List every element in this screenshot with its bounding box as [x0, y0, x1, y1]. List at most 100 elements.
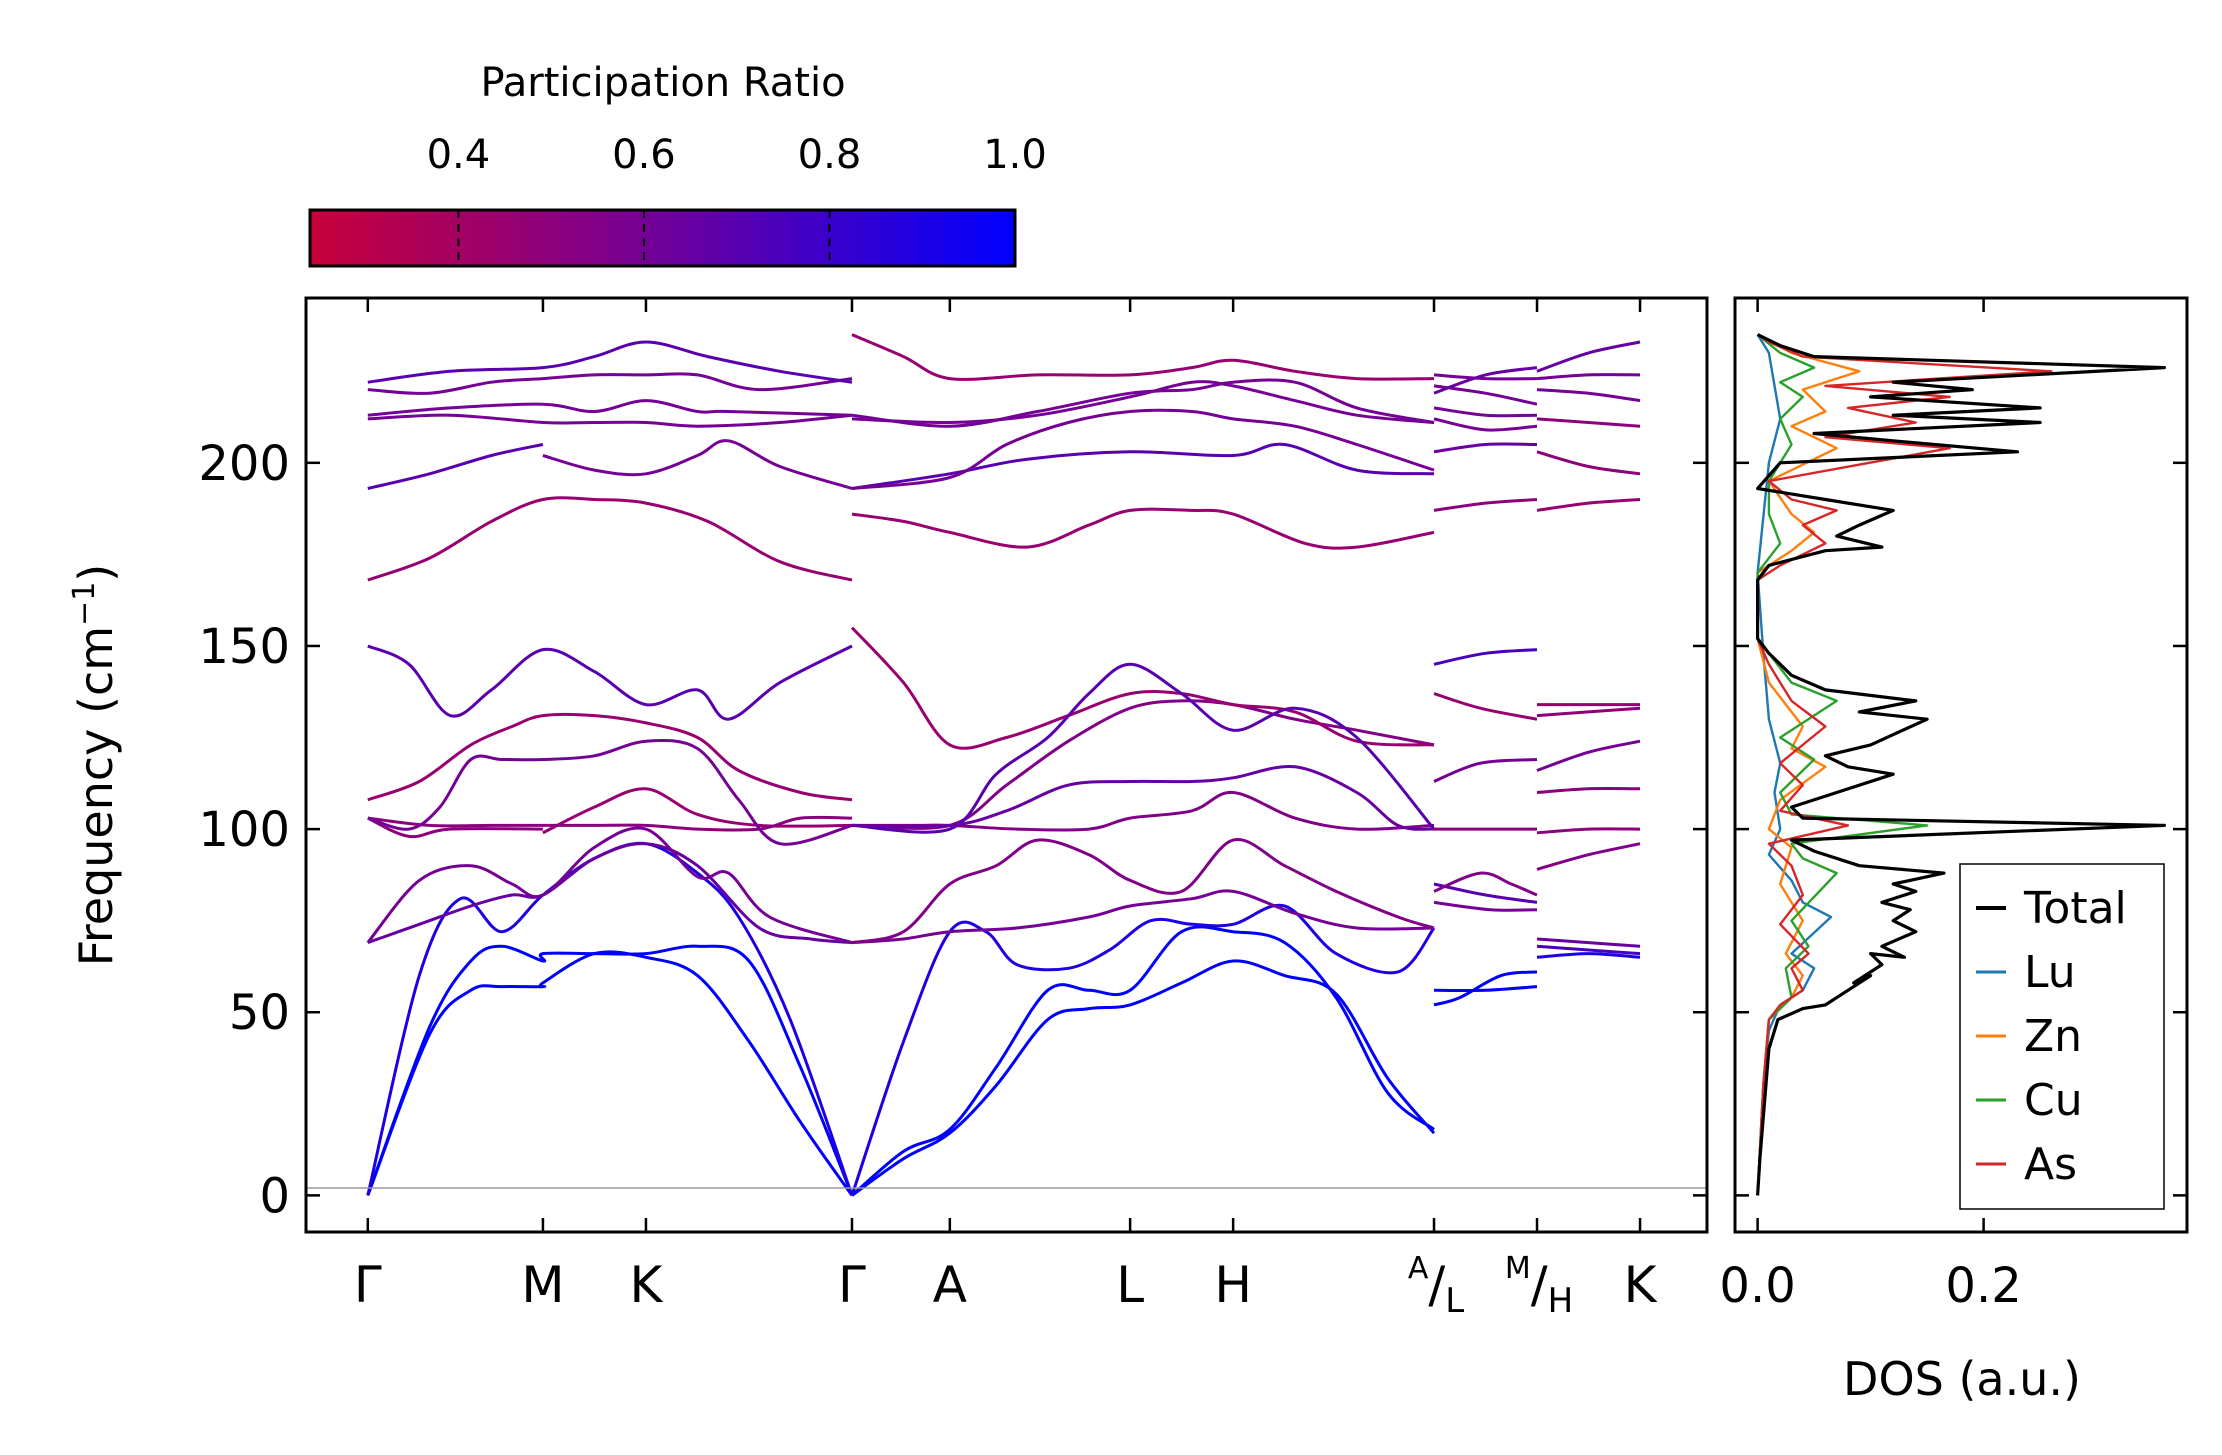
dos-x-tick-label: 0.2: [1945, 1258, 2021, 1314]
band-line-seg1-4: [851, 838, 1435, 945]
y-tick-label: 50: [229, 985, 290, 1041]
y-axis-title-superscript: −1: [67, 582, 102, 626]
band-line-seg2-6: [1433, 758, 1538, 783]
hs-label: H: [1214, 1256, 1252, 1314]
dos-line-as: [1756, 333, 2053, 1196]
band-line-seg1-0: [851, 959, 1436, 1197]
hs-label-slash: /: [1428, 1256, 1445, 1314]
hs-label-sub: L: [1445, 1281, 1464, 1321]
band-line-seg0-7: [367, 815, 853, 832]
band-line-seg0-3: [367, 842, 853, 945]
colorbar-gradient: [308, 208, 1017, 268]
band-line-seg2-0: [1433, 970, 1538, 1007]
band-line-seg2-3: [1433, 871, 1538, 897]
band-line-seg0-13: [542, 439, 853, 490]
band-line-seg2-7: [1433, 692, 1538, 721]
y-tick-label: 200: [198, 436, 290, 492]
band-line-seg1-13: [851, 380, 1435, 425]
band-line-seg2-10: [1433, 442, 1538, 454]
band-line-seg2-9: [1433, 498, 1538, 512]
colorbar: Participation Ratio 0.4 0.6 0.8 1.0: [308, 60, 1047, 268]
band-line-seg3-0: [1536, 952, 1641, 959]
hs-label: A: [933, 1256, 967, 1314]
band-line-seg0-1: [366, 944, 854, 1196]
band-line-seg0-14: [367, 413, 853, 428]
band-line-seg2-8: [1433, 648, 1538, 666]
dos-panel: 0.0 0.2 DOS (a.u.) Total Lu Zn Cu As: [1719, 296, 2189, 1406]
dos-x-tick-label: 0.0: [1719, 1258, 1795, 1314]
band-line-seg1-8: [851, 662, 1436, 834]
band-line-seg3-14: [1536, 340, 1641, 373]
band-line-seg1-10: [851, 507, 1435, 550]
hs-label-combined: A/L: [1408, 1251, 1464, 1321]
band-line-seg0-9: [367, 712, 853, 802]
band-line-seg0-5: [367, 816, 543, 839]
band-line-seg3-3: [1536, 842, 1641, 871]
band-line-seg0-6: [542, 787, 853, 835]
legend-label-cu: Cu: [2024, 1075, 2083, 1126]
y-axis-title: Frequency (cm−1): [67, 564, 123, 967]
band-line-seg1-7: [850, 626, 1435, 750]
hs-label-sub: H: [1548, 1281, 1574, 1321]
legend-items: Total Lu Zn Cu As: [1976, 883, 2127, 1190]
band-line-seg1-11: [851, 442, 1435, 490]
colorbar-tick-label: 0.4: [427, 132, 491, 178]
high-symmetry-markers: Γ M K Γ A L H A/LM/H K: [354, 298, 1658, 1321]
band-line-seg2-1: [1433, 985, 1538, 993]
band-line-seg0-12: [367, 443, 544, 490]
band-line-seg0-15: [367, 399, 853, 417]
band-line-seg3-7: [1536, 706, 1641, 718]
band-line-seg3-9: [1536, 498, 1641, 512]
hs-label: Γ: [838, 1256, 866, 1314]
band-line-seg0-11: [367, 496, 853, 582]
band-line-seg1-12: [851, 408, 1435, 490]
hs-label: K: [1624, 1256, 1658, 1314]
band-line-seg0-16: [367, 372, 853, 395]
band-line-seg3-6: [1536, 739, 1641, 772]
colorbar-ticks: 0.4 0.6 0.8 1.0: [427, 132, 1047, 266]
band-line-seg3-12: [1536, 388, 1641, 403]
colorbar-tick-label: 0.6: [612, 132, 676, 178]
y-tick-label: 150: [198, 619, 290, 675]
band-line-seg1-5: [852, 790, 1435, 832]
phonon-bands: [366, 333, 1641, 1197]
band-line-seg3-4: [1536, 827, 1641, 835]
band-line-seg3-5: [1536, 787, 1641, 794]
band-line-seg2-12: [1433, 406, 1538, 418]
dos-curves: [1756, 333, 2166, 1196]
band-line-seg3-1: [1536, 944, 1641, 956]
band-line-seg1-3: [851, 889, 1435, 945]
y-tick-label: 100: [198, 802, 290, 858]
y-axis-ticks: 0 50 100 150 200: [198, 436, 1707, 1224]
band-line-seg3-2: [1536, 937, 1641, 948]
legend-label-total: Total: [2023, 883, 2127, 934]
band-line-seg1-2: [850, 903, 1436, 1196]
hs-label-super: A: [1408, 1251, 1429, 1286]
hs-label: M: [521, 1256, 564, 1314]
hs-label-slash: /: [1531, 1256, 1548, 1314]
band-line-seg3-11: [1536, 417, 1641, 428]
band-line-seg0-4: [366, 826, 853, 945]
band-line-seg2-14: [1433, 373, 1538, 381]
legend-label-zn: Zn: [2024, 1011, 2082, 1062]
colorbar-tick-label: 1.0: [983, 132, 1047, 178]
legend-box: [1959, 863, 2165, 1210]
band-line-seg0-17: [367, 340, 853, 384]
dos-axis-ticks: 0.0 0.2: [1719, 298, 2187, 1314]
dos-x-axis-title: DOS (a.u.): [1843, 1352, 2081, 1406]
band-line-seg1-15: [851, 333, 1435, 381]
legend-label-as: As: [2024, 1139, 2077, 1190]
colorbar-title: Participation Ratio: [480, 60, 845, 106]
y-tick-label: 0: [259, 1168, 290, 1224]
band-line-seg1-1: [851, 925, 1435, 1197]
hs-label: L: [1116, 1256, 1144, 1314]
colorbar-tick-label: 0.8: [798, 132, 862, 178]
dos-line-total: [1756, 333, 2166, 1196]
y-axis-title-main: Frequency (cm: [69, 626, 123, 966]
band-line-seg3-10: [1536, 450, 1641, 476]
dos-legend: Total Lu Zn Cu As: [1959, 863, 2165, 1210]
hs-label-super: M: [1505, 1251, 1531, 1286]
band-line-seg3-13: [1536, 373, 1641, 381]
